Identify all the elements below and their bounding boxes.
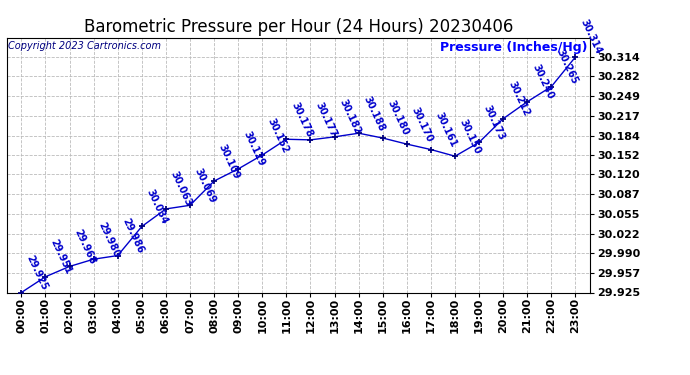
Text: 30.314: 30.314 xyxy=(578,18,603,56)
Title: Barometric Pressure per Hour (24 Hours) 20230406: Barometric Pressure per Hour (24 Hours) … xyxy=(83,18,513,36)
Text: Copyright 2023 Cartronics.com: Copyright 2023 Cartronics.com xyxy=(8,41,161,51)
Text: 30.109: 30.109 xyxy=(217,142,242,180)
Text: 30.188: 30.188 xyxy=(362,94,386,133)
Text: 30.240: 30.240 xyxy=(530,63,555,101)
Text: 30.150: 30.150 xyxy=(458,117,483,156)
Text: 30.177: 30.177 xyxy=(313,101,338,139)
Text: 30.180: 30.180 xyxy=(386,99,411,138)
Text: 30.034: 30.034 xyxy=(145,188,170,226)
Text: 29.986: 29.986 xyxy=(121,217,146,255)
Text: Pressure (Inches/Hg): Pressure (Inches/Hg) xyxy=(440,41,587,54)
Text: 30.178: 30.178 xyxy=(289,100,314,139)
Text: 29.980: 29.980 xyxy=(97,220,121,259)
Text: 30.265: 30.265 xyxy=(554,48,579,86)
Text: 30.212: 30.212 xyxy=(506,80,531,118)
Text: 30.170: 30.170 xyxy=(410,105,435,144)
Text: 30.063: 30.063 xyxy=(169,170,194,208)
Text: 30.152: 30.152 xyxy=(265,116,290,154)
Text: 30.161: 30.161 xyxy=(434,111,459,149)
Text: 30.129: 30.129 xyxy=(241,130,266,168)
Text: 29.951: 29.951 xyxy=(48,238,73,276)
Text: 30.069: 30.069 xyxy=(193,166,218,205)
Text: 29.925: 29.925 xyxy=(24,254,49,292)
Text: 30.173: 30.173 xyxy=(482,104,507,142)
Text: 30.182: 30.182 xyxy=(337,98,362,136)
Text: 29.968: 29.968 xyxy=(72,228,97,266)
